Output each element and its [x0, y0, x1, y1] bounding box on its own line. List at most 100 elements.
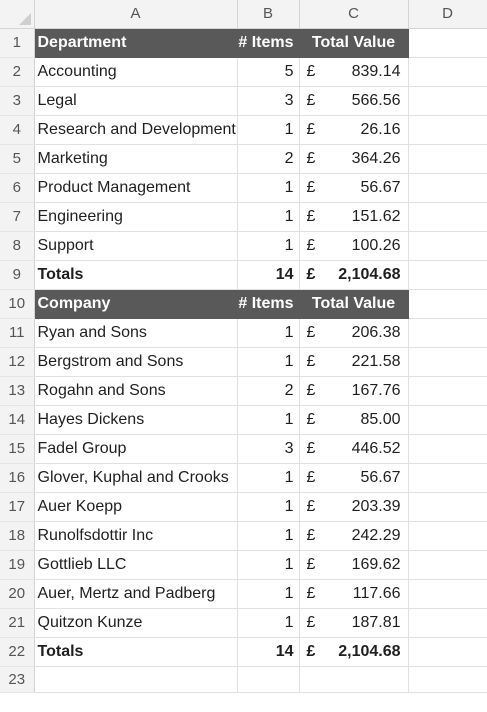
department-header-cell[interactable]: Department [34, 28, 238, 58]
total-value-header-cell[interactable]: Total Value [299, 28, 409, 58]
company-name-cell[interactable]: Hayes Dickens [34, 405, 238, 435]
total-value-cell[interactable]: £187.81 [299, 608, 409, 638]
total-value-cell[interactable]: £839.14 [299, 57, 409, 87]
empty-cell[interactable] [408, 666, 487, 693]
row-header[interactable]: 5 [0, 144, 35, 174]
department-name-cell[interactable]: Support [34, 231, 238, 261]
row-header[interactable]: 6 [0, 173, 35, 203]
department-name-cell[interactable]: Accounting [34, 57, 238, 87]
empty-cell[interactable] [408, 550, 487, 580]
empty-cell[interactable] [408, 347, 487, 377]
empty-cell[interactable] [408, 521, 487, 551]
company-name-cell[interactable]: Runolfsdottir Inc [34, 521, 238, 551]
row-header[interactable]: 7 [0, 202, 35, 232]
empty-cell[interactable] [408, 492, 487, 522]
empty-cell[interactable] [408, 637, 487, 667]
row-header[interactable]: 8 [0, 231, 35, 261]
empty-cell[interactable] [408, 86, 487, 116]
items-count-cell[interactable]: 1 [237, 202, 300, 232]
empty-cell[interactable] [408, 463, 487, 493]
totals-value-cell[interactable]: £2,104.68 [299, 637, 409, 667]
items-count-cell[interactable]: 1 [237, 173, 300, 203]
total-value-cell[interactable]: £56.67 [299, 463, 409, 493]
items-count-cell[interactable]: 1 [237, 579, 300, 609]
empty-cell[interactable] [34, 666, 238, 693]
items-count-cell[interactable]: 1 [237, 550, 300, 580]
empty-cell[interactable] [299, 666, 409, 693]
total-value-cell[interactable]: £85.00 [299, 405, 409, 435]
company-name-cell[interactable]: Rogahn and Sons [34, 376, 238, 406]
row-header[interactable]: 9 [0, 260, 35, 290]
total-value-cell[interactable]: £56.67 [299, 173, 409, 203]
row-header[interactable]: 12 [0, 347, 35, 377]
total-value-cell[interactable]: £242.29 [299, 521, 409, 551]
column-header-b[interactable]: B [237, 0, 300, 29]
totals-label-cell[interactable]: Totals [34, 637, 238, 667]
items-count-cell[interactable]: 1 [237, 115, 300, 145]
total-value-cell[interactable]: £221.58 [299, 347, 409, 377]
empty-cell[interactable] [408, 144, 487, 174]
items-count-cell[interactable]: 1 [237, 318, 300, 348]
empty-cell[interactable] [408, 289, 487, 319]
totals-label-cell[interactable]: Totals [34, 260, 238, 290]
company-name-cell[interactable]: Bergstrom and Sons [34, 347, 238, 377]
items-count-cell[interactable]: 2 [237, 144, 300, 174]
empty-cell[interactable] [408, 202, 487, 232]
department-name-cell[interactable]: Legal [34, 86, 238, 116]
total-value-cell[interactable]: £203.39 [299, 492, 409, 522]
row-header[interactable]: 13 [0, 376, 35, 406]
items-header-cell[interactable]: # Items [237, 28, 300, 58]
empty-cell[interactable] [408, 405, 487, 435]
totals-items-cell[interactable]: 14 [237, 637, 300, 667]
total-value-cell[interactable]: £151.62 [299, 202, 409, 232]
totals-items-cell[interactable]: 14 [237, 260, 300, 290]
total-value-cell[interactable]: £100.26 [299, 231, 409, 261]
row-header[interactable]: 16 [0, 463, 35, 493]
row-header[interactable]: 14 [0, 405, 35, 435]
items-count-cell[interactable]: 1 [237, 347, 300, 377]
company-name-cell[interactable]: Quitzon Kunze [34, 608, 238, 638]
company-name-cell[interactable]: Fadel Group [34, 434, 238, 464]
total-value-cell[interactable]: £364.26 [299, 144, 409, 174]
row-header[interactable]: 21 [0, 608, 35, 638]
empty-cell[interactable] [237, 666, 300, 693]
department-name-cell[interactable]: Engineering [34, 202, 238, 232]
empty-cell[interactable] [408, 318, 487, 348]
items-count-cell[interactable]: 1 [237, 492, 300, 522]
total-value-cell[interactable]: £26.16 [299, 115, 409, 145]
department-name-cell[interactable]: Research and Development [34, 115, 238, 145]
empty-cell[interactable] [408, 376, 487, 406]
company-name-cell[interactable]: Glover, Kuphal and Crooks [34, 463, 238, 493]
department-name-cell[interactable]: Product Management [34, 173, 238, 203]
items-count-cell[interactable]: 5 [237, 57, 300, 87]
total-value-cell[interactable]: £566.56 [299, 86, 409, 116]
row-header[interactable]: 4 [0, 115, 35, 145]
department-name-cell[interactable]: Marketing [34, 144, 238, 174]
items-count-cell[interactable]: 1 [237, 463, 300, 493]
items-count-cell[interactable]: 3 [237, 86, 300, 116]
row-header[interactable]: 22 [0, 637, 35, 667]
select-all-corner[interactable] [0, 0, 35, 29]
company-name-cell[interactable]: Ryan and Sons [34, 318, 238, 348]
items-count-cell[interactable]: 1 [237, 231, 300, 261]
row-header[interactable]: 17 [0, 492, 35, 522]
total-value-cell[interactable]: £167.76 [299, 376, 409, 406]
row-header[interactable]: 11 [0, 318, 35, 348]
row-header[interactable]: 19 [0, 550, 35, 580]
row-header[interactable]: 1 [0, 28, 35, 58]
items-count-cell[interactable]: 1 [237, 608, 300, 638]
column-header-c[interactable]: C [299, 0, 409, 29]
items-count-cell[interactable]: 2 [237, 376, 300, 406]
total-value-header-cell[interactable]: Total Value [299, 289, 409, 319]
items-count-cell[interactable]: 3 [237, 434, 300, 464]
total-value-cell[interactable]: £117.66 [299, 579, 409, 609]
column-header-a[interactable]: A [34, 0, 238, 29]
empty-cell[interactable] [408, 115, 487, 145]
total-value-cell[interactable]: £446.52 [299, 434, 409, 464]
items-count-cell[interactable]: 1 [237, 405, 300, 435]
empty-cell[interactable] [408, 28, 487, 58]
row-header[interactable]: 10 [0, 289, 35, 319]
row-header[interactable]: 2 [0, 57, 35, 87]
column-header-d[interactable]: D [408, 0, 487, 29]
empty-cell[interactable] [408, 434, 487, 464]
